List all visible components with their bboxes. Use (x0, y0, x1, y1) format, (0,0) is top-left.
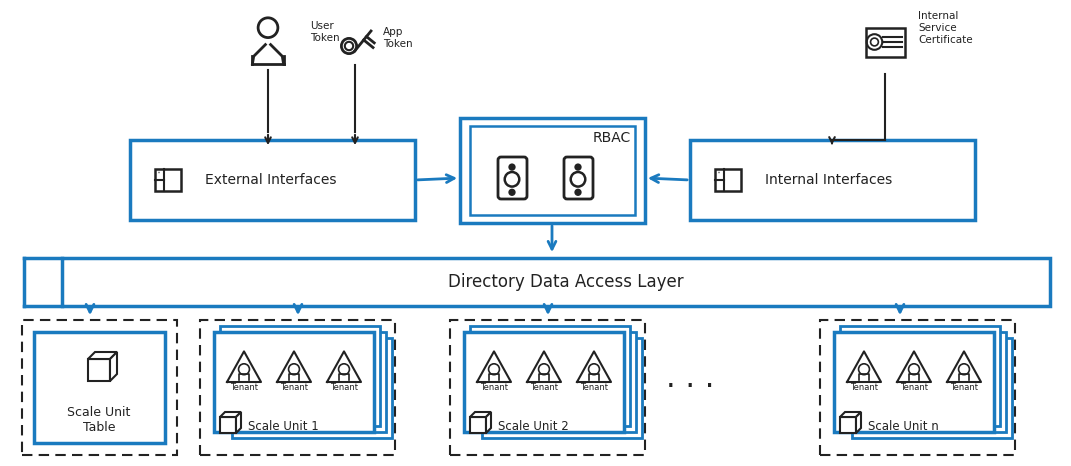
Bar (866, 28, 905, 56)
Text: Tenant: Tenant (850, 384, 878, 392)
Bar (840, 326, 1000, 426)
FancyBboxPatch shape (498, 157, 527, 199)
Circle shape (575, 164, 580, 170)
Text: Tenant: Tenant (280, 384, 308, 392)
Text: Tenant: Tenant (580, 384, 608, 392)
Text: Tenant: Tenant (950, 384, 978, 392)
Bar (88, 359, 110, 381)
Bar (470, 126, 635, 215)
Bar (470, 326, 630, 426)
Text: External Interfaces: External Interfaces (205, 173, 336, 187)
Bar (155, 169, 181, 191)
Text: App
Token: App Token (383, 27, 412, 49)
Bar (220, 326, 380, 426)
Polygon shape (840, 412, 861, 417)
Bar (690, 140, 975, 220)
Circle shape (510, 190, 514, 195)
Polygon shape (486, 412, 491, 433)
Text: Tenant: Tenant (900, 384, 927, 392)
Bar (214, 332, 374, 432)
Bar (840, 417, 856, 433)
Text: Scale Unit n: Scale Unit n (868, 420, 939, 433)
Bar (62, 258, 1050, 306)
Text: Tenant: Tenant (480, 384, 508, 392)
Bar (464, 332, 624, 432)
Text: · · ·: · · · (666, 374, 714, 403)
Bar (834, 332, 994, 432)
Bar (482, 338, 642, 438)
Text: Tenant: Tenant (530, 384, 558, 392)
Text: Scale Unit
Table: Scale Unit Table (67, 406, 131, 434)
Text: Tenant: Tenant (230, 384, 258, 392)
Bar (200, 320, 395, 455)
Bar (22, 320, 177, 455)
Bar (853, 338, 1012, 438)
Text: Internal
Service
Certificate: Internal Service Certificate (918, 11, 972, 45)
Bar (470, 417, 486, 433)
Circle shape (575, 190, 580, 195)
Text: Internal Interfaces: Internal Interfaces (765, 173, 892, 187)
Bar (34, 332, 165, 443)
Polygon shape (856, 412, 861, 433)
Bar (461, 118, 645, 223)
Text: Directory Data Access Layer: Directory Data Access Layer (448, 273, 683, 291)
Bar (130, 140, 414, 220)
Bar (476, 332, 636, 432)
Text: RBAC: RBAC (593, 131, 631, 145)
FancyBboxPatch shape (564, 157, 593, 199)
Polygon shape (470, 412, 491, 417)
Bar (220, 417, 236, 433)
Bar (820, 320, 1015, 455)
Polygon shape (110, 352, 117, 381)
Text: Tenant: Tenant (330, 384, 358, 392)
Text: User
Token: User Token (310, 21, 340, 43)
Text: Scale Unit 2: Scale Unit 2 (498, 420, 569, 433)
Circle shape (510, 164, 514, 170)
Bar (715, 169, 741, 191)
Polygon shape (88, 352, 117, 359)
Bar (226, 332, 386, 432)
Polygon shape (236, 412, 241, 433)
Bar (450, 320, 645, 455)
Text: Scale Unit 1: Scale Unit 1 (248, 420, 319, 433)
Polygon shape (220, 412, 241, 417)
Bar (846, 332, 1006, 432)
Bar (232, 338, 392, 438)
